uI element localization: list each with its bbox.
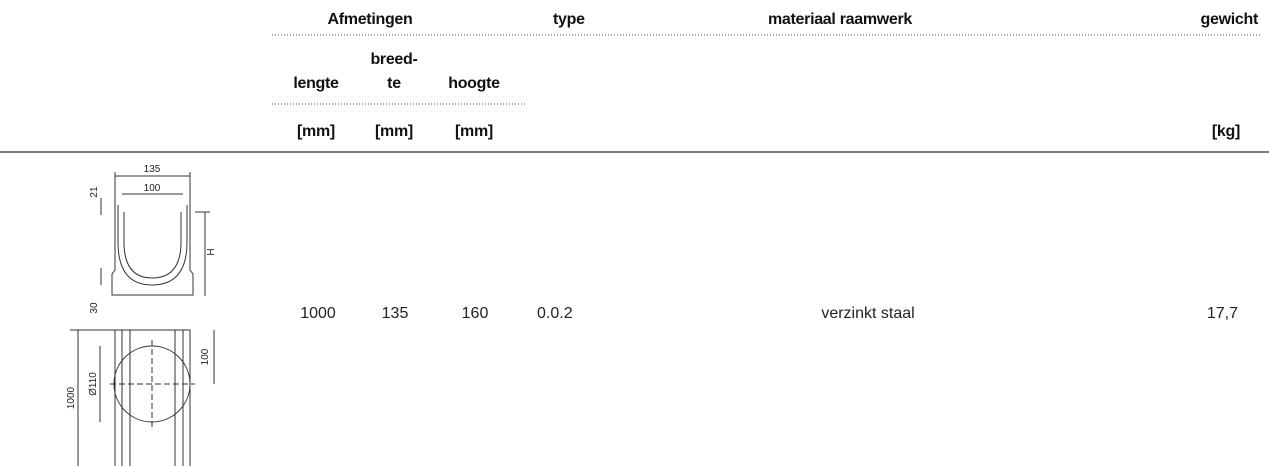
column-header: te	[387, 75, 401, 92]
cell: 0.0.2	[537, 305, 573, 322]
cell: 135	[382, 305, 409, 322]
technical-drawing: 135 100 H 21 30 100 Ø110 1000	[66, 164, 217, 466]
group-header: Afmetingen	[327, 11, 412, 28]
cell: verzinkt staal	[821, 305, 914, 322]
dimension: 30	[89, 302, 100, 314]
drawing-line	[114, 329, 191, 466]
header: Afmetingen type materiaal raamwerk gewic…	[0, 11, 1269, 153]
cell: 160	[462, 305, 489, 322]
dimension: 100	[200, 348, 211, 365]
column-header: breed-	[370, 51, 417, 68]
cell: 17,7	[1207, 305, 1238, 322]
cell: 1000	[300, 305, 336, 322]
column-header: lengte	[293, 75, 339, 92]
dimension: 100	[144, 183, 161, 194]
dimension: H	[206, 248, 217, 255]
material-header: materiaal raamwerk	[768, 11, 912, 28]
weight-header: gewicht	[1201, 11, 1259, 28]
unit: [mm]	[375, 123, 413, 140]
dimension: 21	[89, 186, 100, 198]
dimension: 1000	[66, 386, 77, 409]
type-header: type	[553, 11, 585, 28]
unit: [kg]	[1212, 123, 1240, 140]
unit: [mm]	[455, 123, 493, 140]
unit: [mm]	[297, 123, 335, 140]
drawing-line	[123, 212, 182, 279]
row: 1000 135 160 0.0.2 verzinkt staal 17,7	[300, 305, 1238, 322]
dimension: 135	[144, 164, 161, 175]
dimension: Ø110	[88, 372, 99, 396]
column-header: hoogte	[448, 75, 500, 92]
drawing-line	[117, 205, 188, 286]
